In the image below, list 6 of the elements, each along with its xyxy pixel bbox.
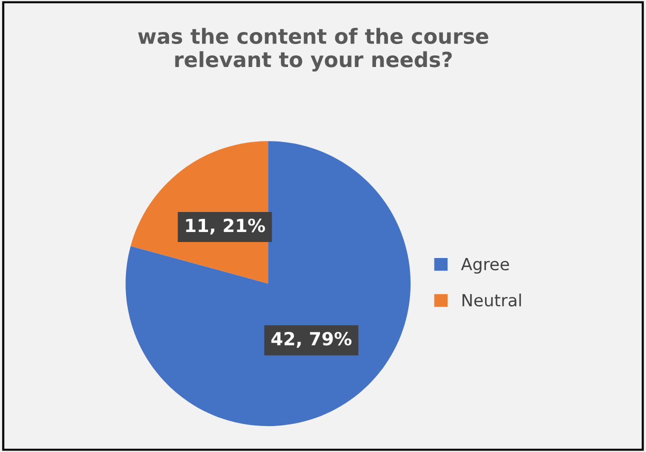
- legend-label: Neutral: [462, 294, 521, 307]
- legend-label: Agree: [461, 258, 509, 274]
- data-label: 42, 79%: [271, 332, 352, 348]
- pie-slice: [126, 141, 411, 426]
- chart-title: was the content of the course relevant to your needs?: [138, 28, 488, 72]
- data-label: 11, 21%: [186, 218, 266, 235]
